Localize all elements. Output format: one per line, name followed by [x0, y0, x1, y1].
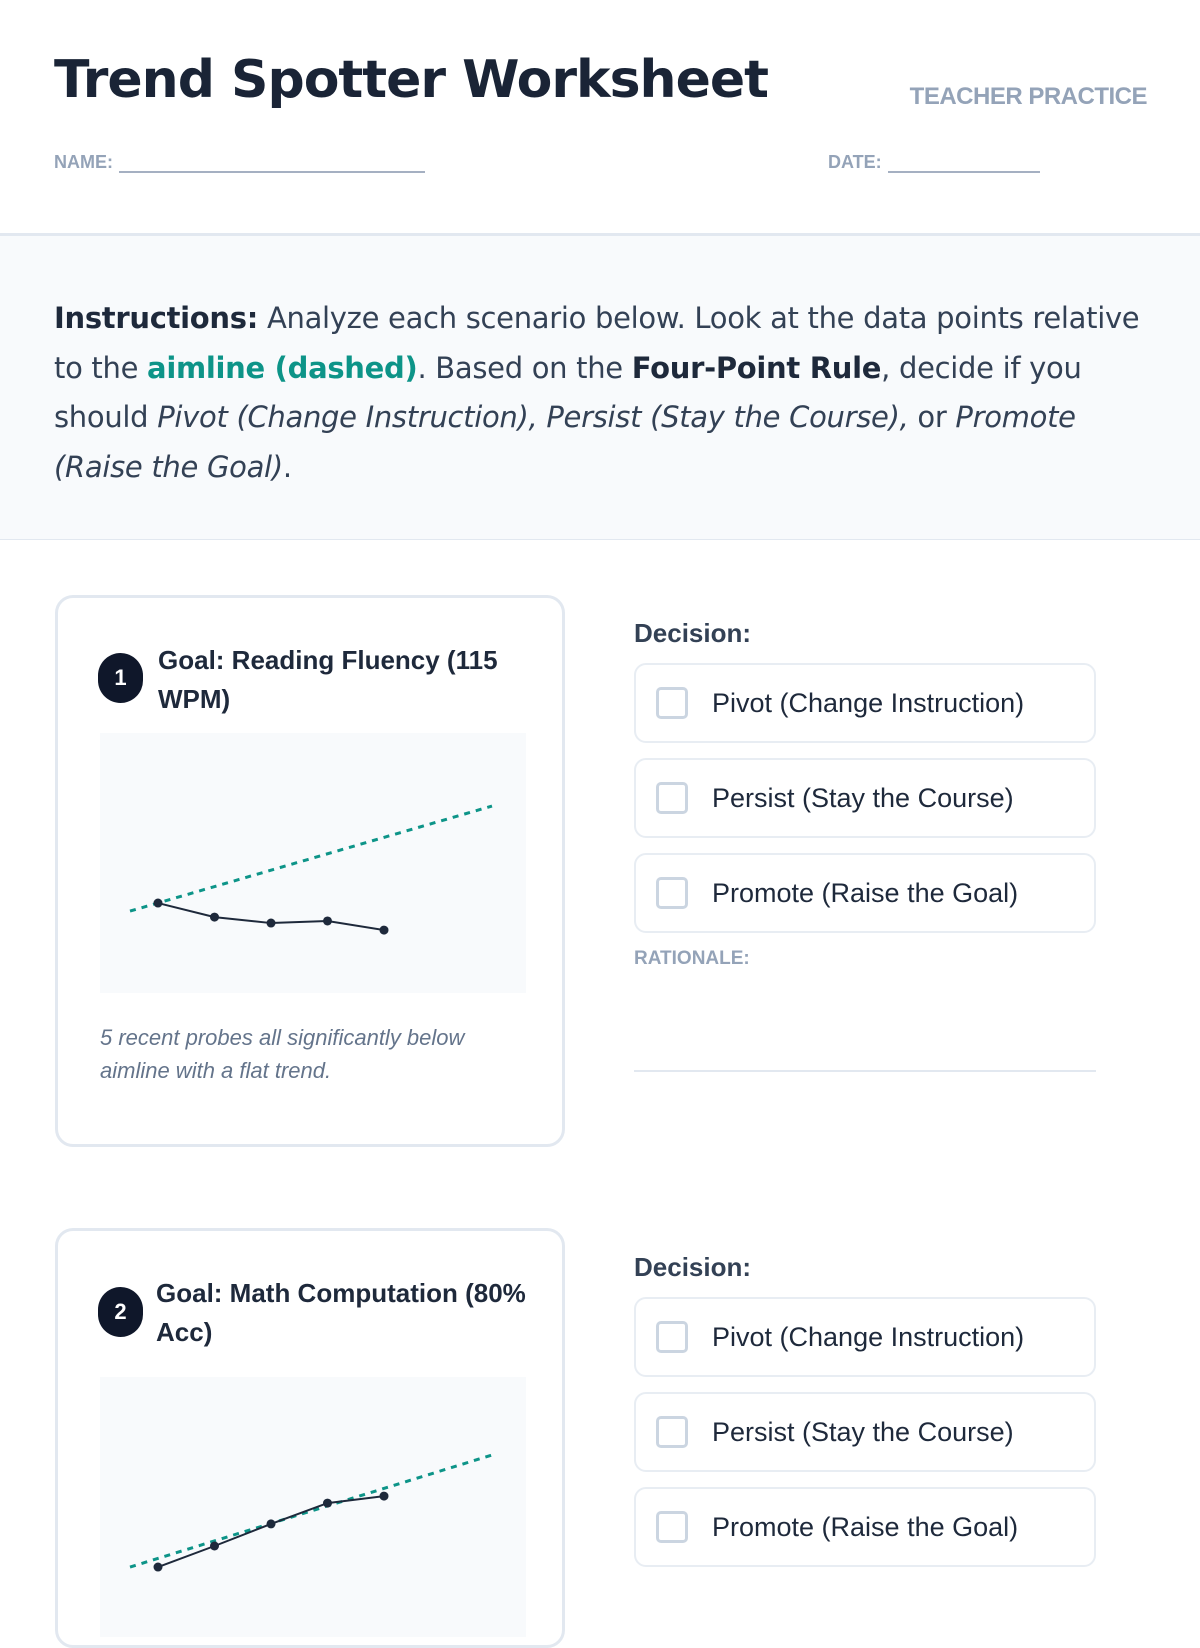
- scenario-number-badge: 2: [98, 1287, 143, 1337]
- promote-term: Promote (Raise the Goal): [54, 400, 1076, 484]
- decision-label: Decision:: [634, 1252, 752, 1282]
- progress-chart: [100, 1377, 526, 1637]
- checkbox[interactable]: [656, 782, 688, 814]
- option-label: Pivot (Change Instruction): [712, 1321, 1025, 1352]
- data-point: [379, 1491, 389, 1501]
- options-term: Pivot (Change Instruction), Persist (Sta…: [157, 400, 909, 434]
- aimline: [129, 1453, 493, 1569]
- scenario-card-1: 1 Goal: Reading Fluency (115 WPM) 5 rece…: [55, 595, 565, 1147]
- checkbox[interactable]: [656, 1511, 688, 1543]
- instructions-lead: Instructions:: [54, 301, 259, 335]
- instructions-text: , decide if you should: [54, 350, 1082, 435]
- instructions-text: or: [908, 400, 956, 434]
- rule-term: Four-Point Rule: [631, 350, 882, 385]
- data-point: [266, 918, 276, 928]
- option-label: Promote (Raise the Goal): [712, 877, 1019, 908]
- scenario-goal: Goal: Math Computation (80% Acc): [156, 1278, 526, 1347]
- option-persist[interactable]: Persist (Stay the Course): [634, 1392, 1096, 1472]
- decision-panel-2: Decision: Pivot (Change Instruction) Per…: [634, 1252, 1096, 1582]
- option-persist[interactable]: Persist (Stay the Course): [634, 758, 1096, 838]
- instructions-text: Analyze each scenario below. Look at the…: [54, 301, 1140, 385]
- decision-label: Decision:: [634, 618, 752, 648]
- name-label: NAME:: [54, 152, 113, 172]
- data-point: [210, 912, 219, 922]
- aimline-term: aimline (dashed): [147, 350, 418, 385]
- date-blank[interactable]: [887, 155, 1040, 173]
- scenario-number-badge: 1: [98, 653, 143, 703]
- data-point: [379, 925, 389, 935]
- scenario-goal: Goal: Reading Fluency (115 WPM): [158, 645, 498, 714]
- scenario-note: 5 recent probes all significantly below …: [100, 1025, 465, 1083]
- name-field[interactable]: NAME:: [54, 152, 425, 173]
- decision-panel-1: Decision: Pivot (Change Instruction) Per…: [634, 618, 1096, 1072]
- instructions-text: . Based on the: [417, 350, 632, 385]
- progress-chart: [100, 733, 526, 993]
- rationale-label: RATIONALE:: [634, 948, 750, 969]
- data-point: [323, 1498, 332, 1508]
- aimline: [129, 804, 493, 913]
- date-label: DATE:: [828, 152, 882, 172]
- option-label: Pivot (Change Instruction): [712, 687, 1025, 718]
- worksheet-header: Trend Spotter Worksheet TEACHER PRACTICE…: [0, 0, 1200, 236]
- option-pivot[interactable]: Pivot (Change Instruction): [634, 1297, 1096, 1377]
- data-point: [266, 1519, 276, 1529]
- data-point: [323, 916, 332, 926]
- checkbox[interactable]: [656, 877, 688, 909]
- teacher-practice-tag: TEACHER PRACTICE: [909, 83, 1148, 110]
- page-title: Trend Spotter Worksheet: [54, 50, 769, 110]
- option-label: Promote (Raise the Goal): [712, 1511, 1019, 1542]
- checkbox[interactable]: [656, 1416, 688, 1448]
- checkbox[interactable]: [656, 1321, 688, 1353]
- instructions: Instructions: Analyze each scenario belo…: [0, 236, 1200, 540]
- instructions-text: .: [282, 449, 292, 484]
- checkbox[interactable]: [656, 687, 688, 719]
- option-pivot[interactable]: Pivot (Change Instruction): [634, 663, 1096, 743]
- rationale-input-line[interactable]: [634, 1070, 1096, 1072]
- data-point: [153, 1562, 163, 1572]
- date-field[interactable]: DATE:: [828, 152, 1040, 173]
- data-point: [210, 1541, 219, 1551]
- data-line: [157, 1495, 385, 1568]
- option-promote[interactable]: Promote (Raise the Goal): [634, 1487, 1096, 1567]
- data-point: [153, 898, 163, 908]
- name-blank[interactable]: [119, 155, 425, 173]
- option-promote[interactable]: Promote (Raise the Goal): [634, 853, 1096, 933]
- scenario-card-2: 2 Goal: Math Computation (80% Acc): [55, 1228, 565, 1648]
- option-label: Persist (Stay the Course): [712, 782, 1014, 813]
- option-label: Persist (Stay the Course): [712, 1416, 1014, 1447]
